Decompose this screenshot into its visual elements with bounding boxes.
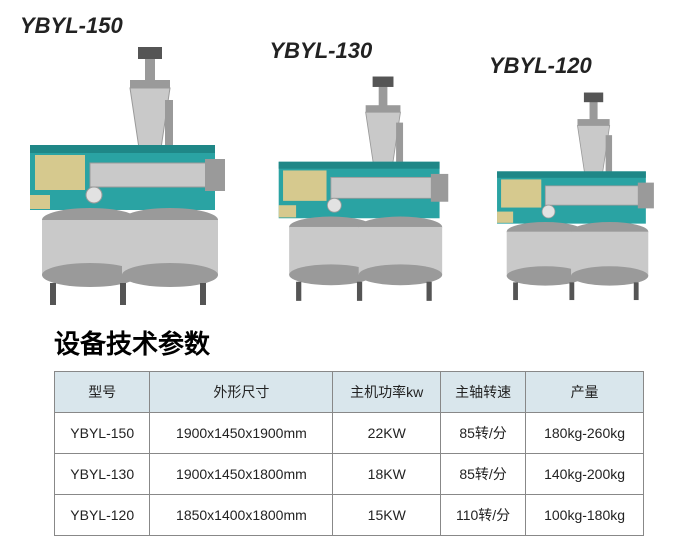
- cell-dimensions: 1900x1450x1800mm: [150, 454, 333, 495]
- col-model: 型号: [55, 372, 150, 413]
- cell-model: YBYL-150: [55, 413, 150, 454]
- cell-dimensions: 1900x1450x1900mm: [150, 413, 333, 454]
- machine-image: [20, 45, 250, 310]
- cell-output: 180kg-260kg: [526, 413, 644, 454]
- machine-image: [270, 70, 470, 310]
- product-label: YBYL-150: [20, 13, 123, 39]
- cell-power: 22KW: [333, 413, 441, 454]
- col-speed: 主轴转速: [441, 372, 526, 413]
- cell-power: 15KW: [333, 495, 441, 536]
- col-dimensions: 外形尺寸: [150, 372, 333, 413]
- cell-output: 100kg-180kg: [526, 495, 644, 536]
- product-ybyl-130: YBYL-130: [270, 38, 470, 310]
- cell-model: YBYL-130: [55, 454, 150, 495]
- product-ybyl-150: YBYL-150: [20, 13, 250, 310]
- table-row: YBYL-150 1900x1450x1900mm 22KW 85转/分 180…: [55, 413, 644, 454]
- cell-power: 18KW: [333, 454, 441, 495]
- cell-speed: 85转/分: [441, 413, 526, 454]
- product-row: YBYL-150: [0, 0, 694, 310]
- table-row: YBYL-130 1900x1450x1800mm 18KW 85转/分 140…: [55, 454, 644, 495]
- product-label: YBYL-130: [270, 38, 373, 64]
- cell-output: 140kg-200kg: [526, 454, 644, 495]
- cell-dimensions: 1850x1400x1800mm: [150, 495, 333, 536]
- cell-speed: 85转/分: [441, 454, 526, 495]
- specs-table: 型号 外形尺寸 主机功率kw 主轴转速 产量 YBYL-150 1900x145…: [54, 371, 644, 536]
- cell-model: YBYL-120: [55, 495, 150, 536]
- machine-image: [489, 85, 674, 310]
- section-title: 设备技术参数: [0, 310, 694, 371]
- product-ybyl-120: YBYL-120: [489, 53, 674, 310]
- col-power: 主机功率kw: [333, 372, 441, 413]
- product-label: YBYL-120: [489, 53, 592, 79]
- table-row: YBYL-120 1850x1400x1800mm 15KW 110转/分 10…: [55, 495, 644, 536]
- table-header-row: 型号 外形尺寸 主机功率kw 主轴转速 产量: [55, 372, 644, 413]
- col-output: 产量: [526, 372, 644, 413]
- cell-speed: 110转/分: [441, 495, 526, 536]
